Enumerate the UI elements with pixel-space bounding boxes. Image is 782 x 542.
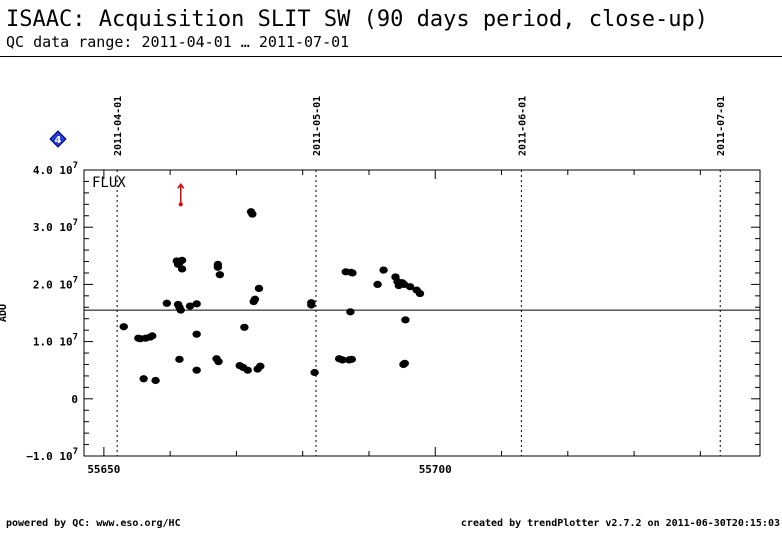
data-point (177, 256, 187, 264)
data-point (415, 289, 425, 298)
data-point (192, 330, 201, 338)
data-point (215, 271, 225, 279)
footer-created-by: created by trendPlotter v2.7.2 on 2011-0… (460, 518, 780, 529)
y-tick-label: 4.0 107 (33, 161, 78, 177)
data-point (254, 284, 264, 293)
data-point (177, 265, 187, 273)
y-axis-label: ADU (0, 304, 9, 322)
y-tick-label: 2.0 107 (33, 275, 78, 291)
data-points (119, 208, 425, 385)
data-point (379, 266, 388, 274)
annotations: 4 (49, 130, 185, 207)
data-point (310, 368, 319, 377)
footer-powered-by: powered by QC: www.eso.org/HC (6, 518, 181, 529)
data-point (240, 323, 249, 331)
data-point (248, 210, 257, 218)
y-tick-label: 1.0 107 (33, 333, 78, 349)
data-point (176, 306, 185, 314)
plot-frame (83, 169, 761, 457)
diamond-marker-label: 4 (55, 135, 62, 146)
data-point (307, 301, 316, 309)
data-point (373, 280, 382, 288)
data-point (256, 362, 265, 370)
date-marker-label: 2011-07-01 (716, 96, 727, 156)
date-marker-label: 2011-06-01 (517, 96, 528, 156)
date-marker-label: 2011-04-01 (113, 96, 124, 156)
y-tick-label: 3.0 107 (33, 218, 78, 234)
data-point (192, 300, 201, 308)
data-point (399, 360, 408, 369)
x-tick-label: 55700 (419, 463, 452, 476)
date-marker-label: 2011-05-01 (312, 96, 323, 156)
data-point (249, 297, 258, 306)
data-point (214, 358, 223, 366)
panel-label: FLUX (92, 175, 126, 191)
data-point (213, 263, 223, 271)
diamond-marker-icon (49, 130, 67, 148)
data-point (405, 283, 415, 291)
plot-axes: 55650 55700 4.0 107 3.0 107 2.0 107 1.0 107 0 −… (0, 161, 761, 476)
data-point (162, 299, 172, 307)
chart-subtitle: QC data range: 2011-04-01 … 2011-07-01 (6, 33, 350, 51)
data-point (346, 308, 355, 316)
outlier-arrow-head (177, 183, 185, 189)
data-point (192, 366, 201, 374)
data-point (338, 356, 347, 364)
data-point (401, 316, 410, 324)
chart-title: ISAAC: Acquisition SLIT SW (90 days peri… (6, 7, 708, 32)
data-point (151, 376, 160, 385)
date-gridlines: 2011-04-01 2011-05-01 2011-06-01 2011-07-01 (84, 96, 760, 456)
outlier-point (178, 202, 183, 207)
data-point (347, 355, 356, 363)
data-point (243, 366, 252, 374)
data-point (148, 332, 157, 340)
y-tick-label: 0 (71, 393, 78, 406)
y-tick-label: −1.0 107 (26, 447, 78, 463)
data-point (185, 302, 195, 310)
data-point (119, 323, 128, 331)
data-point (139, 375, 148, 383)
data-point (175, 355, 184, 363)
x-tick-label: 55650 (87, 463, 120, 476)
title-divider (0, 56, 782, 57)
data-point (348, 269, 357, 277)
